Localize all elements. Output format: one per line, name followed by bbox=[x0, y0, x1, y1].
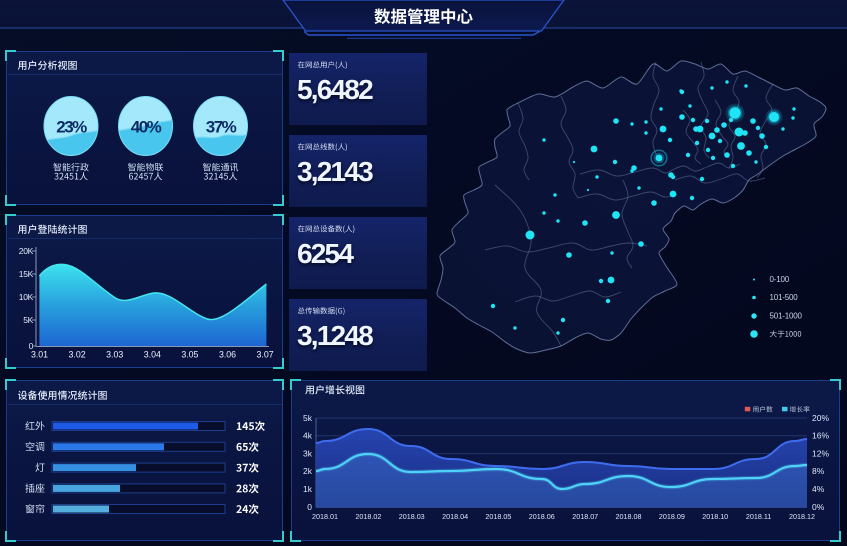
svg-text:5K: 5K bbox=[23, 315, 33, 325]
svg-text:0: 0 bbox=[307, 502, 312, 512]
svg-text:1k: 1k bbox=[303, 484, 313, 494]
svg-text:3.05: 3.05 bbox=[181, 350, 198, 360]
svg-text:3.03: 3.03 bbox=[106, 350, 123, 360]
svg-text:3.01: 3.01 bbox=[31, 350, 48, 360]
svg-text:4%: 4% bbox=[812, 484, 825, 494]
svg-text:20K: 20K bbox=[19, 246, 34, 256]
svg-text:2018.08: 2018.08 bbox=[616, 512, 642, 521]
svg-text:2018.10: 2018.10 bbox=[702, 512, 728, 521]
svg-text:3.02: 3.02 bbox=[69, 350, 86, 360]
svg-text:8%: 8% bbox=[812, 466, 825, 476]
svg-text:2018.12: 2018.12 bbox=[789, 512, 815, 521]
svg-text:23%: 23% bbox=[56, 117, 87, 136]
svg-text:3k: 3k bbox=[303, 448, 313, 458]
svg-text:37%: 37% bbox=[206, 117, 237, 136]
svg-text:15K: 15K bbox=[19, 269, 34, 279]
svg-text:16%: 16% bbox=[812, 431, 829, 441]
svg-text:2018.07: 2018.07 bbox=[572, 512, 598, 521]
svg-text:10K: 10K bbox=[19, 292, 34, 302]
svg-text:2k: 2k bbox=[303, 466, 313, 476]
svg-text:2018.01: 2018.01 bbox=[312, 512, 338, 521]
svg-text:4k: 4k bbox=[303, 431, 313, 441]
svg-text:20%: 20% bbox=[812, 413, 829, 423]
svg-text:0: 0 bbox=[29, 341, 34, 351]
svg-text:0%: 0% bbox=[812, 502, 825, 512]
svg-text:2018.05: 2018.05 bbox=[485, 512, 511, 521]
svg-text:3.04: 3.04 bbox=[144, 350, 161, 360]
svg-text:101-500: 101-500 bbox=[770, 293, 799, 302]
svg-text:2018.03: 2018.03 bbox=[399, 512, 425, 521]
svg-text:5k: 5k bbox=[303, 413, 313, 423]
svg-text:12%: 12% bbox=[812, 448, 829, 458]
svg-text:2018.09: 2018.09 bbox=[659, 512, 685, 521]
svg-text:501-1000: 501-1000 bbox=[770, 312, 803, 321]
svg-text:2018.04: 2018.04 bbox=[442, 512, 468, 521]
svg-text:3.06: 3.06 bbox=[219, 350, 236, 360]
svg-text:2018.11: 2018.11 bbox=[746, 512, 771, 521]
svg-text:0-100: 0-100 bbox=[770, 275, 790, 284]
svg-text:2018.06: 2018.06 bbox=[529, 512, 555, 521]
svg-text:3.07: 3.07 bbox=[257, 350, 274, 360]
svg-text:2018.02: 2018.02 bbox=[355, 512, 381, 521]
svg-text:40%: 40% bbox=[131, 117, 162, 136]
